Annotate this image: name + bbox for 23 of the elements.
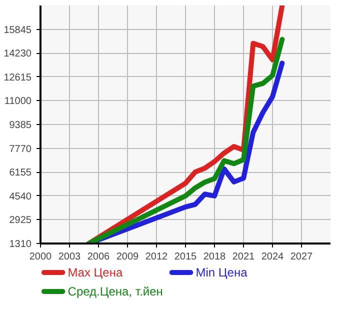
x-tick-label: 2015 — [174, 252, 198, 262]
x-tick-label: 2018 — [203, 252, 226, 262]
y-tick-label: 2925 — [9, 215, 32, 226]
x-tick-label: 2006 — [87, 252, 110, 262]
y-tick-label: 15845 — [4, 24, 32, 36]
x-tick-label: 2012 — [145, 252, 168, 262]
x-tick-label: 2009 — [116, 252, 140, 262]
x-tick-label: 2021 — [232, 252, 256, 262]
legend-label: Сред.Цена, т.йен — [68, 284, 163, 298]
y-tick-label: 4540 — [9, 191, 32, 202]
x-tick-label: 2024 — [261, 252, 284, 262]
legend-label: Max Цена — [68, 266, 123, 280]
x-tick-label: 2003 — [58, 252, 82, 262]
y-tick-label: 7770 — [9, 144, 32, 155]
y-tick-label: 9385 — [9, 120, 32, 131]
x-tick-label: 2000 — [29, 252, 52, 262]
y-tick-label: 6155 — [9, 168, 32, 179]
y-tick-label: 12615 — [4, 72, 32, 84]
y-tick-label: 11000 — [4, 96, 32, 108]
y-tick-label: 14230 — [4, 48, 32, 60]
y-tick-label: 1310 — [9, 239, 32, 250]
x-tick-label: 2027 — [290, 252, 314, 262]
legend-label: Min Цена — [196, 266, 248, 280]
